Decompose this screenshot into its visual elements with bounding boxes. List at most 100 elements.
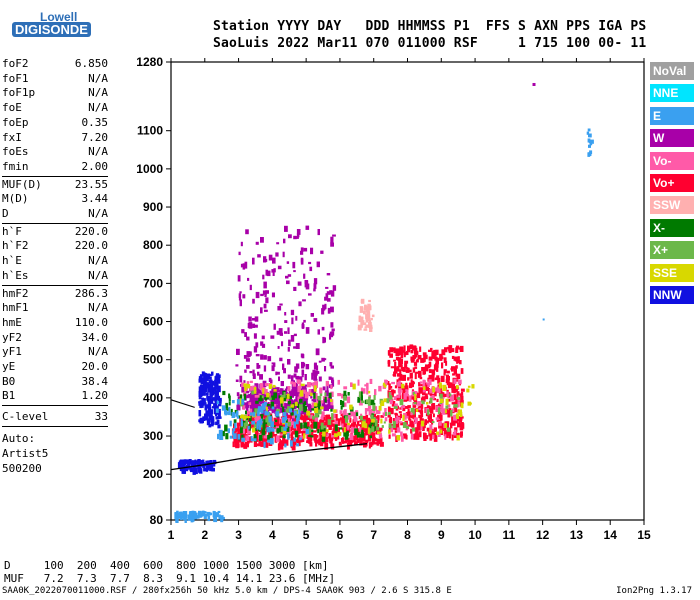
echo-point [311,389,315,395]
echo-point [412,367,416,373]
echo-point [401,404,406,409]
param-label: hmF1 [2,301,29,315]
echo-point [287,327,290,334]
param-yf1: yF1 N/A [2,345,108,359]
echo-point [301,389,306,394]
echo-point [365,305,369,311]
echo-point [387,360,391,364]
echo-point [380,437,383,443]
echo-point [447,398,451,402]
echo-point [178,511,183,517]
echo-point [314,411,319,418]
echo-point [175,515,179,523]
echo-point [248,437,252,443]
param-label: B0 [2,374,16,388]
param-value: 23.55 [74,177,108,191]
lowell-logo-text: Lowell [40,10,78,24]
echo-point [259,395,263,402]
echo-point [265,297,269,304]
param-b1: B1 1.20 [2,389,108,403]
echo-point [413,417,417,421]
echo-point [348,441,352,447]
echo-point [324,296,328,301]
echo-point [325,437,329,443]
echo-point [413,402,417,405]
echo-point [283,392,286,398]
echo-point [246,381,250,385]
echo-point [400,431,403,437]
echo-point [191,460,196,467]
echo-point [372,404,376,411]
echo-point [333,409,337,413]
echo-point [293,333,297,337]
echo-point [366,417,371,422]
echo-point [211,371,214,376]
echo-point [346,425,349,429]
echo-point [295,387,298,391]
echo-point [281,426,285,432]
echo-point [194,462,198,465]
echo-point [280,397,284,404]
echo-point [258,419,261,426]
echo-point [299,430,304,434]
echo-point [312,415,315,420]
echo-point [456,379,459,382]
echo-point [322,425,326,432]
echo-point [275,411,280,417]
echo-point [313,278,318,285]
echo-point [240,421,243,427]
echo-point [232,441,235,448]
echo-point [405,382,408,388]
echo-point [288,421,291,427]
echo-point [210,398,214,404]
param-label: foF1p [2,86,36,100]
echo-point [303,422,308,429]
echo-point [435,431,440,435]
echo-point [429,434,433,441]
echo-point [294,430,299,438]
echo-point [233,437,236,443]
echo-point [237,275,241,282]
echo-point [394,430,398,433]
echo-point [444,423,447,428]
echo-point [455,373,458,377]
echo-point [267,439,270,443]
echo-point [241,386,245,393]
echo-point [328,392,332,399]
echo-point [264,258,268,262]
echo-point [201,389,206,395]
echo-point [399,399,404,406]
echo-point [343,432,347,437]
echo-point [455,347,459,353]
echo-point [408,369,412,372]
legend-item-x: X+ [650,241,694,260]
echo-point [443,357,447,363]
echo-point [303,433,306,439]
muf-value-row: MUF 7.2 7.3 7.7 8.3 9.1 10.4 14.1 23.6 [… [4,572,336,585]
echo-point [270,431,275,437]
echo-point [277,443,281,451]
echo-point [401,435,404,442]
echo-point [240,241,243,247]
echo-point [238,415,242,419]
echo-point [232,433,237,439]
echo-point [431,403,436,410]
echo-point [198,378,203,383]
echo-point [364,408,368,415]
param-value: 33 [94,410,108,424]
echo-point [293,388,296,395]
echo-point [442,384,447,391]
echo-point [304,374,307,381]
echo-point [343,390,347,396]
echo-point [299,399,303,403]
echo-point [316,365,319,371]
echo-point [394,367,398,374]
echo-point [389,399,393,405]
echo-point [228,393,231,399]
legend-item-e: E [650,106,694,125]
echo-point [326,433,329,437]
echo-point [393,348,398,353]
echo-point [391,433,396,437]
echo-point [312,369,316,376]
echo-point [332,413,336,418]
